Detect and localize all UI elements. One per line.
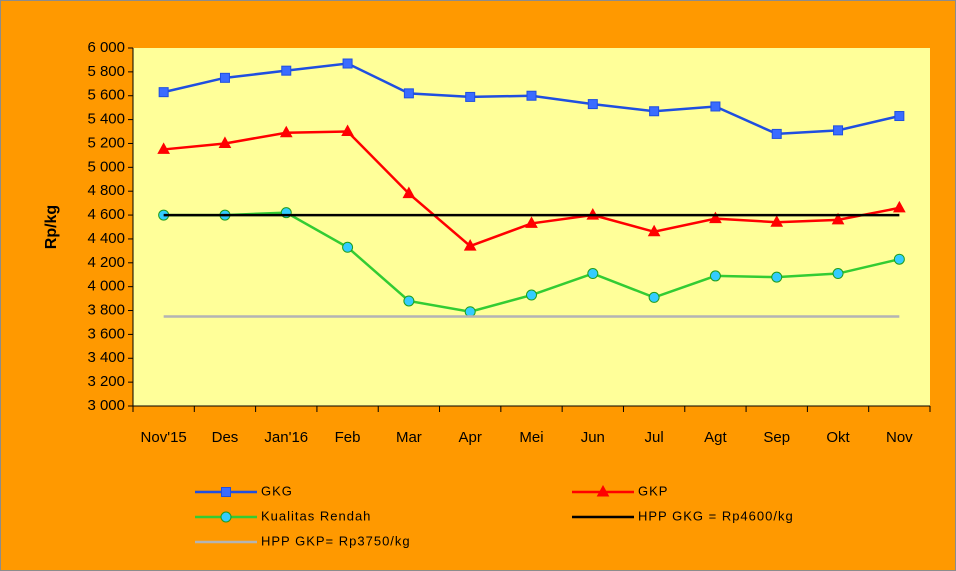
marker	[465, 91, 476, 102]
y-tick-label: 4 000	[87, 278, 125, 295]
legend-label: HPP GKP= Rp3750/kg	[261, 533, 411, 548]
marker	[221, 487, 231, 497]
marker	[587, 268, 599, 280]
marker	[403, 295, 415, 307]
marker	[833, 125, 844, 136]
marker	[770, 215, 784, 227]
x-tick-label: Okt	[826, 429, 850, 446]
y-tick-label: 4 400	[87, 230, 125, 247]
marker	[464, 306, 476, 318]
marker	[526, 90, 537, 101]
marker	[709, 211, 722, 224]
marker	[402, 186, 416, 199]
marker	[649, 106, 660, 117]
marker	[220, 511, 232, 523]
y-tick-label: 5 400	[87, 111, 125, 128]
marker	[893, 200, 906, 213]
y-tick-label: 3 600	[87, 325, 125, 342]
y-tick-label: 4 800	[87, 182, 125, 199]
y-tick-label: 4 600	[87, 206, 125, 223]
y-tick-label: 3 000	[87, 397, 125, 414]
x-tick-label: Jul	[645, 429, 664, 446]
legend-label: HPP GKG = Rp4600/kg	[638, 508, 794, 523]
marker	[218, 136, 232, 148]
x-tick-label: Nov	[886, 429, 913, 446]
y-tick-label: 3 400	[87, 349, 125, 366]
y-tick-label: 6 000	[87, 39, 125, 56]
x-tick-label: Agt	[704, 429, 727, 446]
y-tick-label: 5 000	[87, 158, 125, 175]
marker	[157, 142, 170, 154]
x-tick-label: Nov'15	[141, 429, 187, 446]
x-tick-label: Feb	[335, 429, 361, 446]
marker	[525, 216, 538, 228]
legend-label: Kualitas Rendah	[261, 508, 371, 523]
marker	[710, 101, 721, 112]
marker	[893, 253, 905, 265]
marker	[771, 271, 783, 283]
marker	[831, 212, 845, 225]
x-tick-label: Apr	[459, 429, 482, 446]
marker	[647, 224, 661, 237]
marker	[281, 65, 292, 76]
marker	[771, 128, 782, 139]
y-tick-label: 3 800	[87, 302, 125, 319]
marker	[463, 239, 477, 251]
x-tick-label: Mar	[396, 429, 422, 446]
y-tick-label: 3 200	[87, 373, 125, 390]
marker	[709, 270, 721, 282]
y-tick-label: 4 200	[87, 254, 125, 271]
marker	[894, 111, 905, 122]
marker	[219, 72, 230, 83]
marker	[596, 484, 610, 497]
x-tick-label: Mei	[519, 429, 543, 446]
y-tick-label: 5 200	[87, 134, 125, 151]
x-tick-label: Sep	[763, 429, 790, 446]
marker	[158, 87, 169, 98]
y-axis-label: Rp/kg	[43, 205, 60, 249]
marker	[587, 99, 598, 110]
marker	[279, 125, 293, 138]
marker	[526, 289, 537, 301]
marker	[341, 124, 354, 137]
marker	[648, 291, 660, 303]
marker	[403, 88, 414, 99]
x-tick-label: Des	[212, 429, 239, 446]
legend-label: GKP	[638, 483, 668, 498]
marker	[832, 268, 844, 280]
y-tick-label: 5 600	[87, 87, 125, 104]
y-tick-label: 5 800	[87, 63, 125, 80]
legend-label: GKG	[261, 483, 293, 498]
x-tick-label: Jan'16	[264, 429, 308, 446]
x-tick-label: Jun	[581, 429, 605, 446]
marker	[342, 58, 353, 69]
marker	[342, 241, 354, 253]
